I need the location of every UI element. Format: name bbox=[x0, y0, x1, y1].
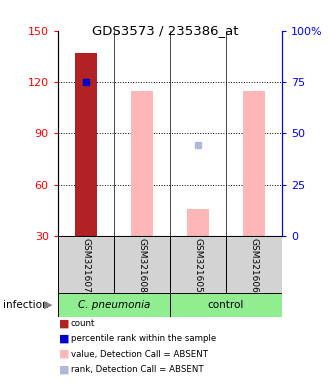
Text: GDS3573 / 235386_at: GDS3573 / 235386_at bbox=[92, 24, 238, 37]
Text: infection: infection bbox=[3, 300, 49, 310]
Text: value, Detection Call = ABSENT: value, Detection Call = ABSENT bbox=[71, 349, 208, 359]
Text: ■: ■ bbox=[59, 334, 70, 344]
Bar bbox=[170, 236, 226, 294]
Bar bbox=[187, 209, 209, 236]
Text: ■: ■ bbox=[59, 318, 70, 328]
Text: control: control bbox=[208, 300, 244, 310]
Bar bbox=[131, 91, 153, 236]
Text: GSM321605: GSM321605 bbox=[193, 238, 203, 292]
Text: GSM321606: GSM321606 bbox=[249, 238, 259, 292]
Bar bbox=[243, 91, 265, 236]
Bar bbox=[114, 236, 170, 294]
Bar bbox=[226, 236, 282, 294]
Bar bbox=[58, 236, 114, 294]
Bar bbox=[170, 293, 282, 317]
Text: ■: ■ bbox=[59, 349, 70, 359]
Bar bbox=[75, 53, 97, 236]
Bar bbox=[58, 293, 170, 317]
Text: count: count bbox=[71, 319, 95, 328]
Text: GSM321608: GSM321608 bbox=[137, 238, 147, 292]
Text: ■: ■ bbox=[59, 364, 70, 374]
Text: GSM321607: GSM321607 bbox=[81, 238, 90, 292]
Text: percentile rank within the sample: percentile rank within the sample bbox=[71, 334, 216, 343]
Text: ▶: ▶ bbox=[44, 300, 52, 310]
Text: rank, Detection Call = ABSENT: rank, Detection Call = ABSENT bbox=[71, 365, 204, 374]
Text: C. pneumonia: C. pneumonia bbox=[78, 300, 150, 310]
